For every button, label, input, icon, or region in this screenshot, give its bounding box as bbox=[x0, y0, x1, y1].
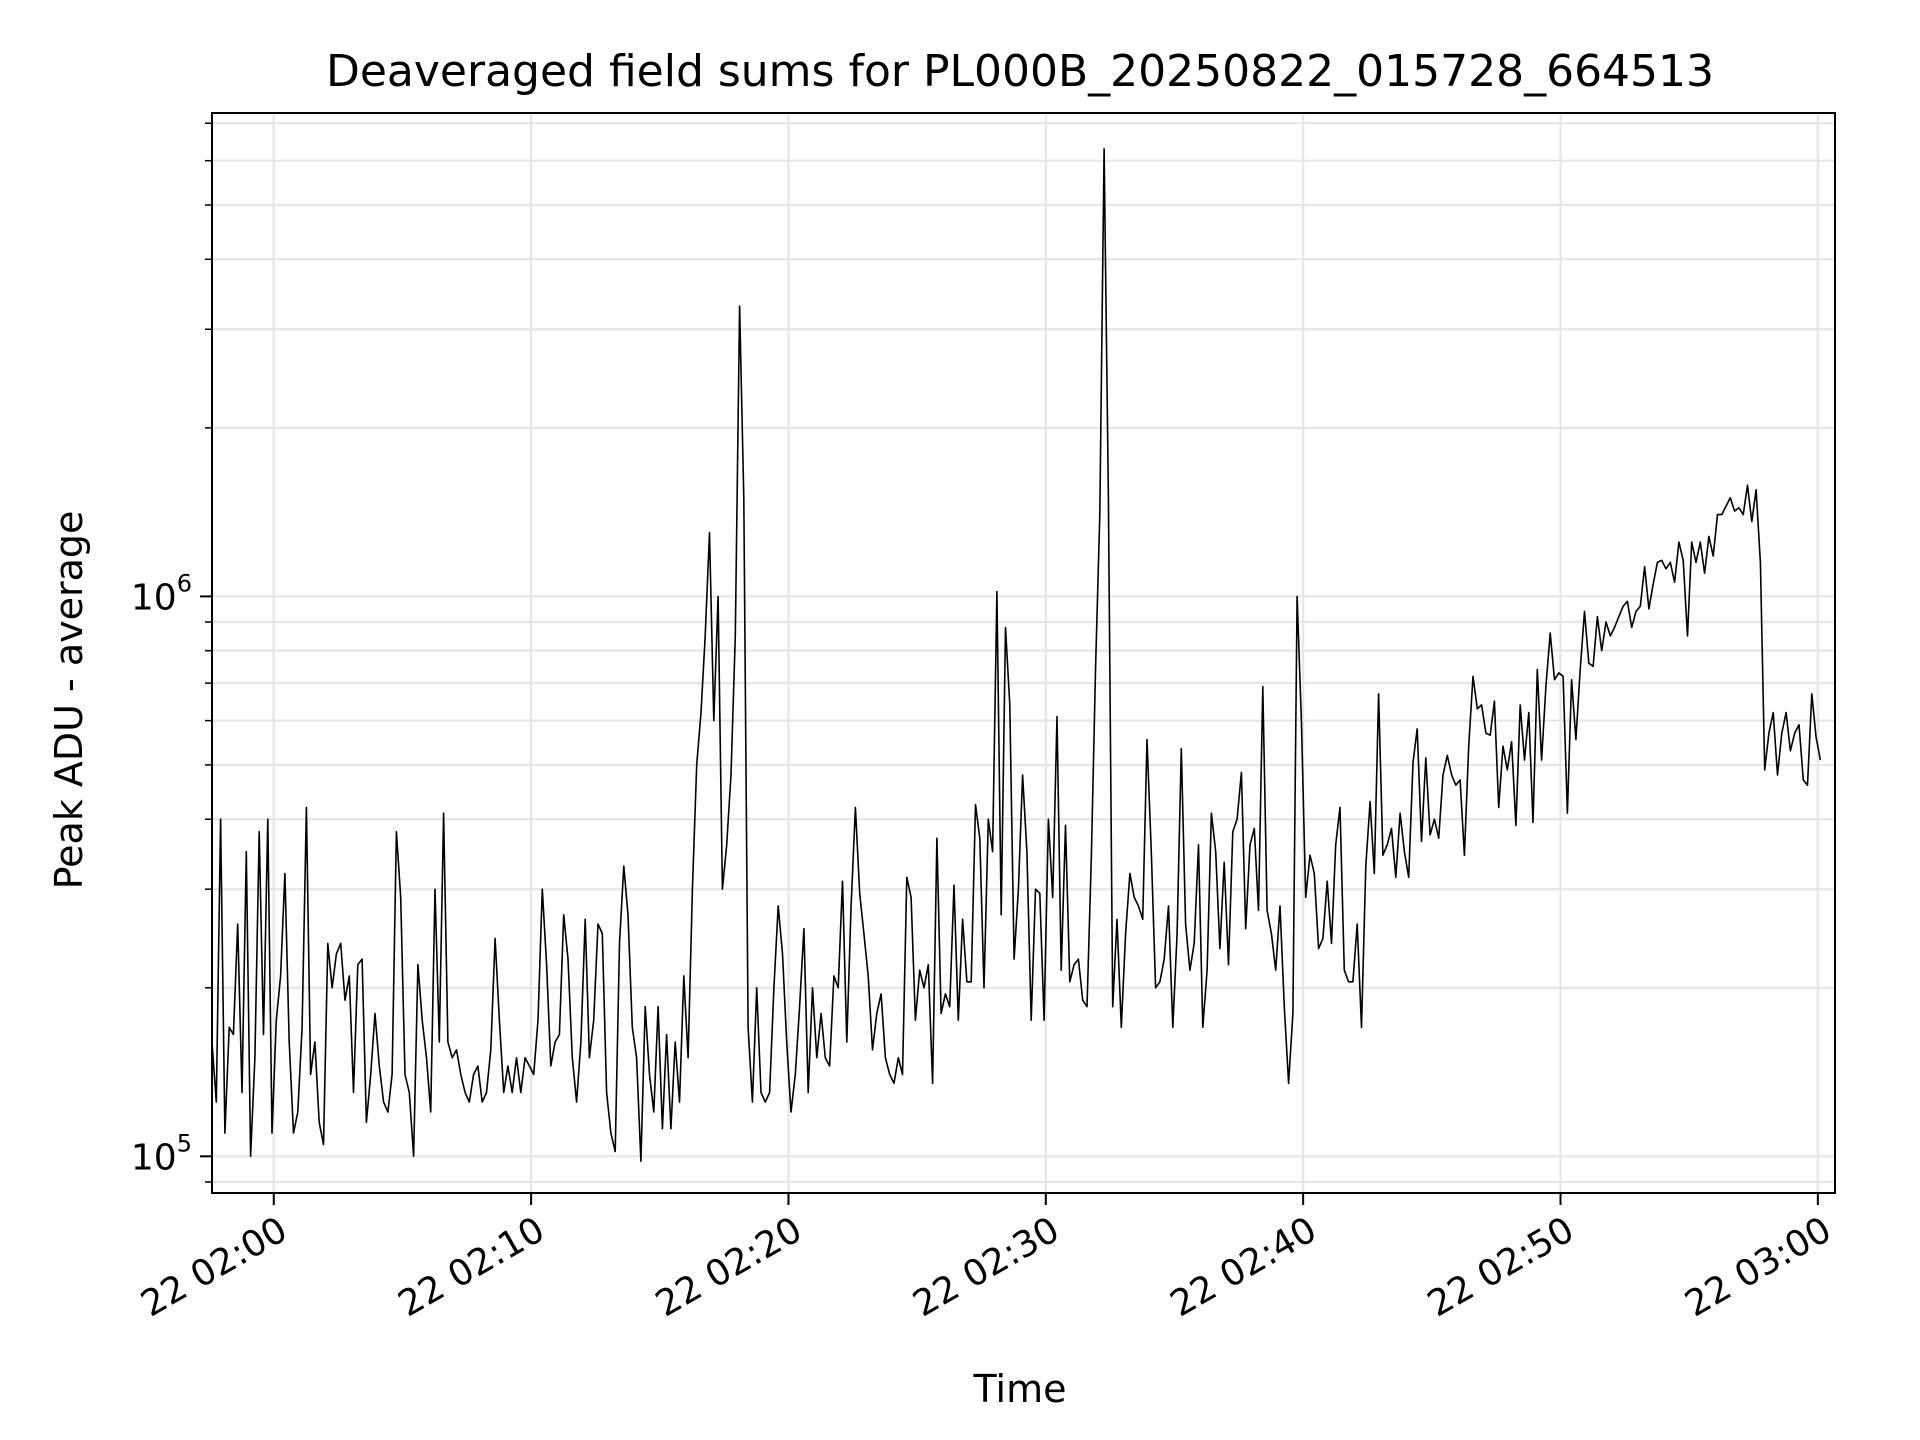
y-tick-label: 106 bbox=[131, 569, 192, 618]
y-axis-label: Peak ADU - average bbox=[47, 511, 91, 890]
series-line bbox=[211, 148, 1822, 1162]
x-axis-label: Time bbox=[973, 1367, 1067, 1411]
plot-area-frame bbox=[211, 112, 1836, 1194]
y-tick-label: 105 bbox=[131, 1129, 192, 1178]
grid bbox=[212, 113, 1835, 1193]
chart-title: Deaveraged field sums for PL000B_2025082… bbox=[326, 46, 1714, 97]
